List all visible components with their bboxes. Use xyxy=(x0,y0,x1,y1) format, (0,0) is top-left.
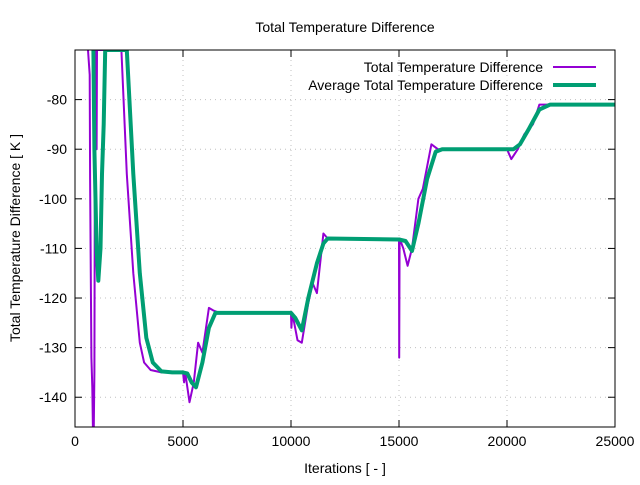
legend: Total Temperature Difference Average Tot… xyxy=(308,59,596,93)
grid xyxy=(75,50,615,427)
legend-label-1: Average Total Temperature Difference xyxy=(308,77,543,93)
y-tick-label: -100 xyxy=(39,191,67,207)
y-tick-label: -140 xyxy=(39,389,67,405)
y-tick-label: -80 xyxy=(47,92,67,108)
x-axis-label: Iterations [ - ] xyxy=(304,460,386,476)
series-lines xyxy=(87,50,615,427)
x-tick-label: 0 xyxy=(71,433,79,449)
x-tick-label: 20000 xyxy=(488,433,527,449)
chart-title: Total Temperature Difference xyxy=(255,19,434,35)
axis-ticks: 0 5000 10000 15000 20000 25000 -140 -130 -120 -11… xyxy=(39,50,635,449)
y-axis-label: Total Temperature Difference [ K ] xyxy=(7,134,23,342)
x-tick-label: 5000 xyxy=(167,433,198,449)
x-tick-label: 10000 xyxy=(272,433,311,449)
series-line-1 xyxy=(91,50,615,390)
y-tick-label: -120 xyxy=(39,290,67,306)
plot-frame xyxy=(74,49,616,428)
y-tick-label: -130 xyxy=(39,340,67,356)
legend-label-0: Total Temperature Difference xyxy=(364,59,543,75)
x-tick-label: 25000 xyxy=(596,433,635,449)
y-tick-label: -110 xyxy=(40,240,67,256)
y-tick-label: -90 xyxy=(47,141,67,157)
x-tick-label: 15000 xyxy=(380,433,419,449)
